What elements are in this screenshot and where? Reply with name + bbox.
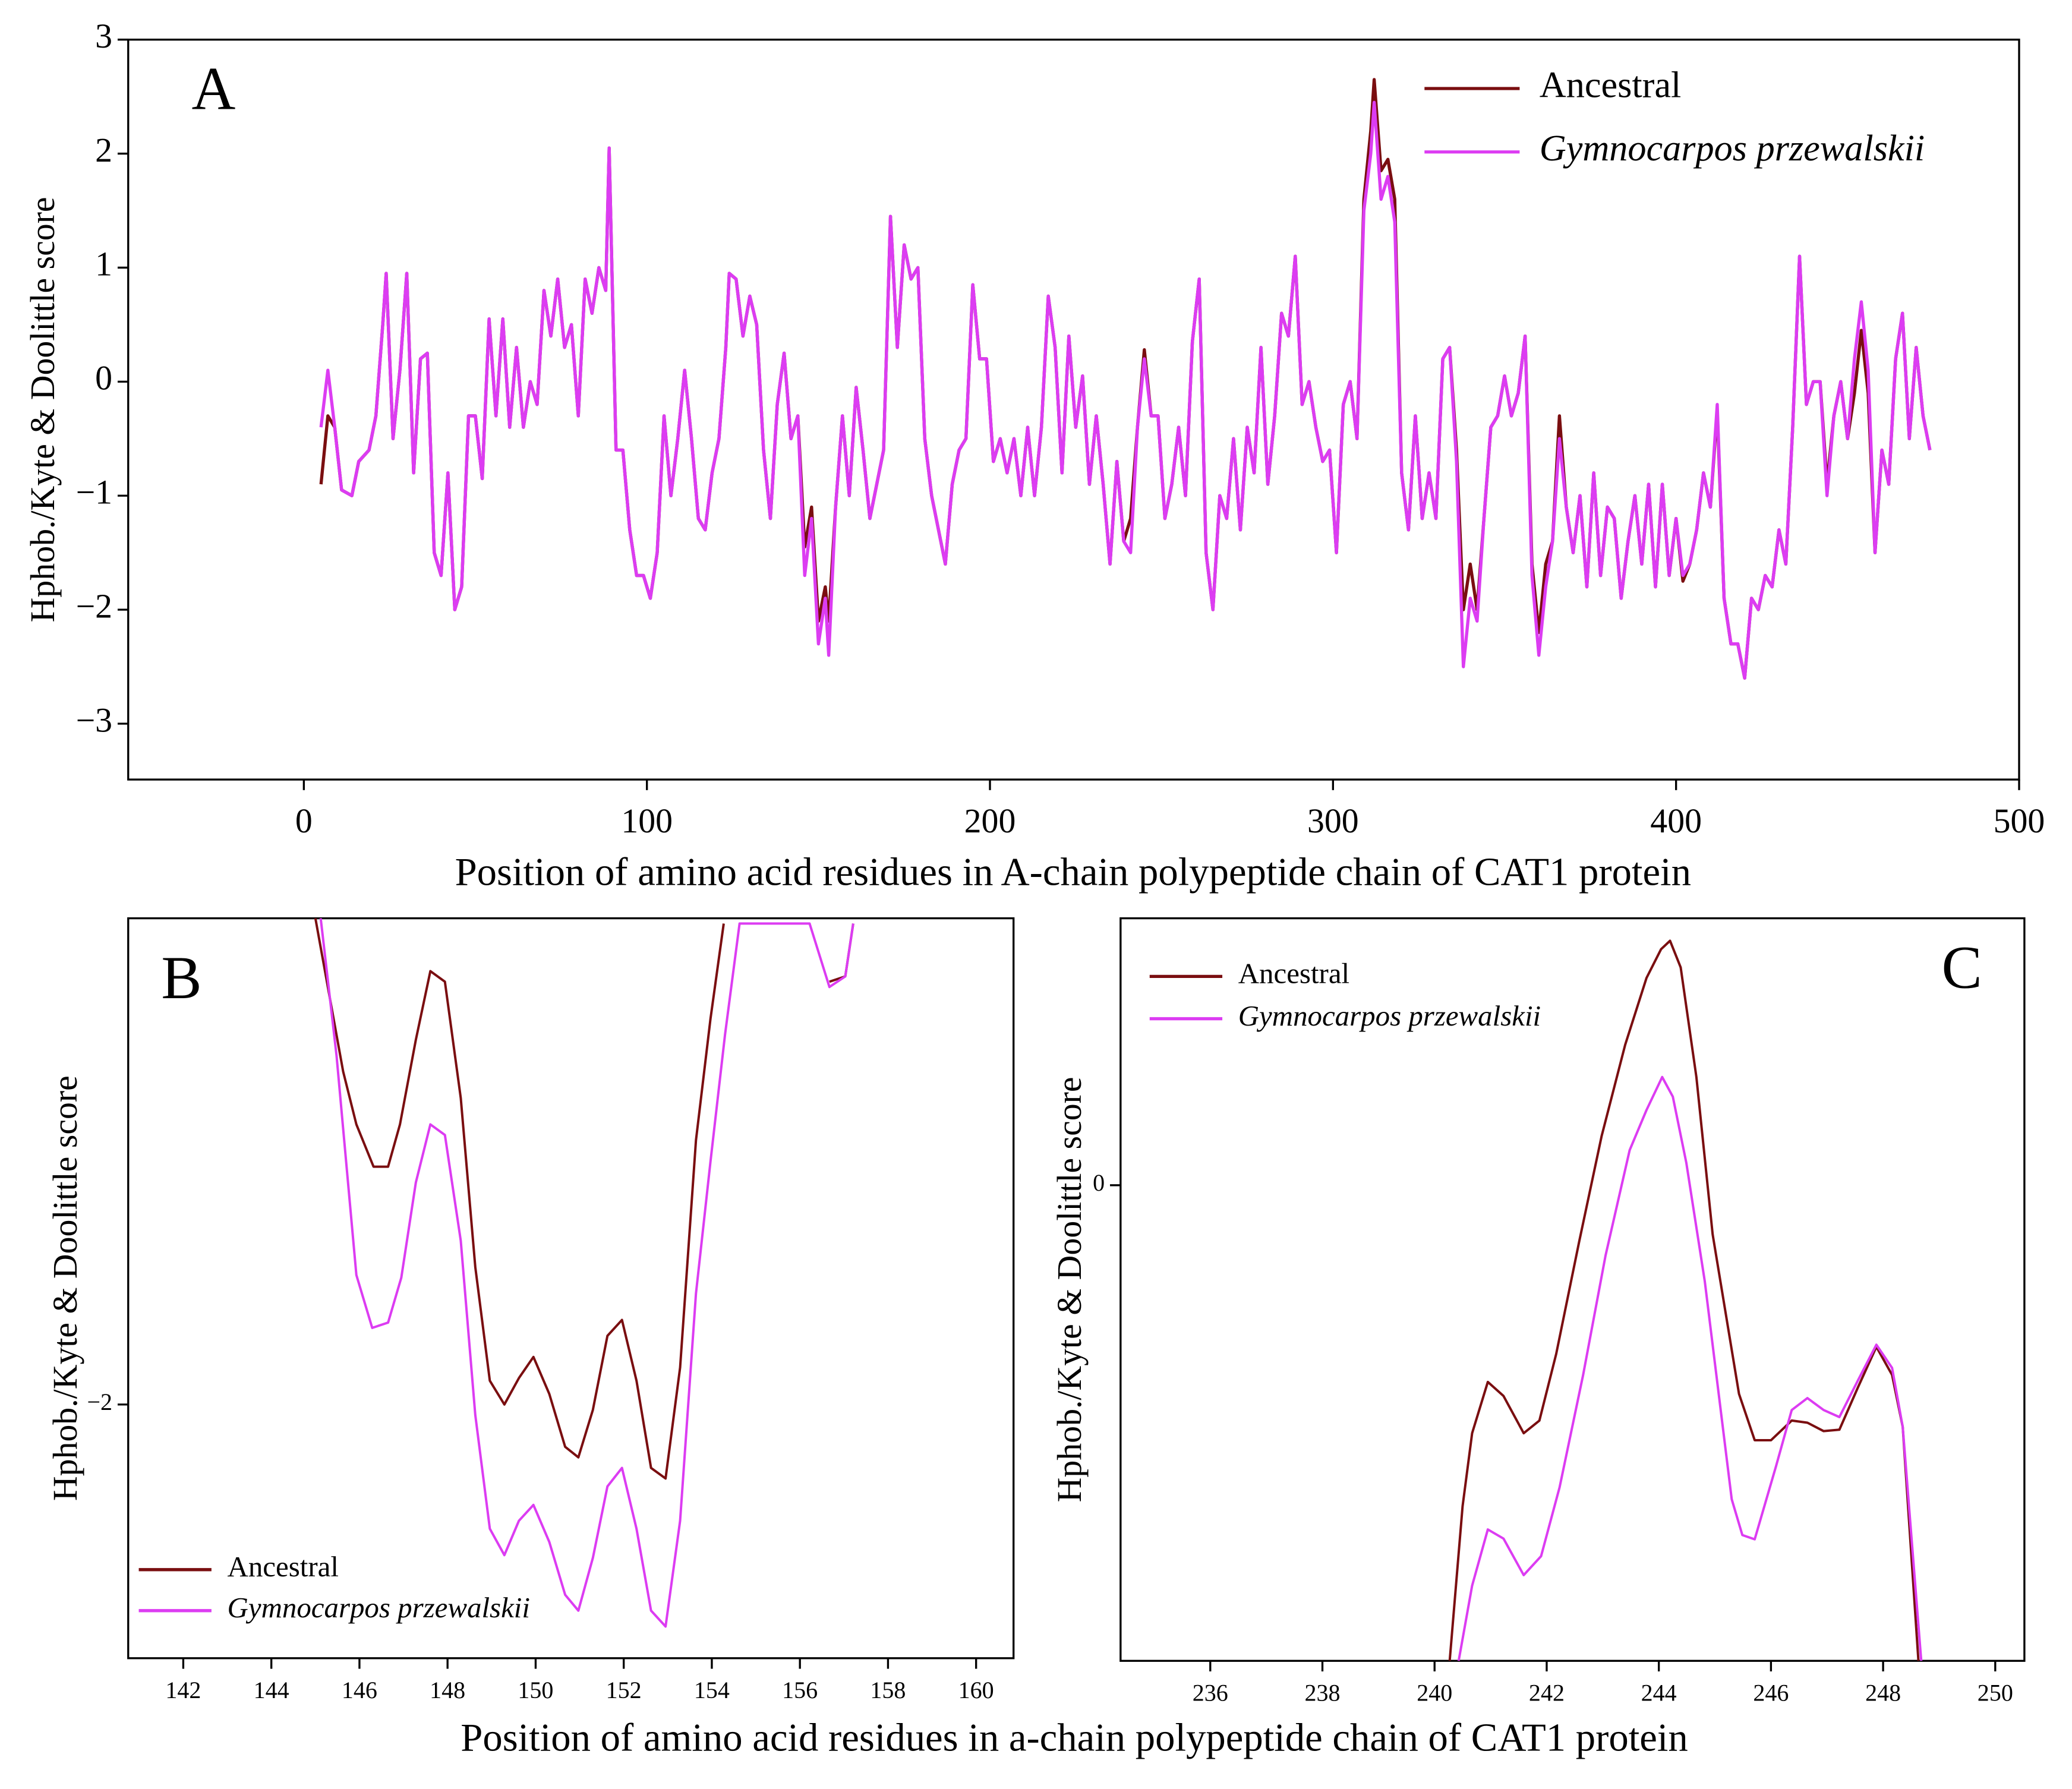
- plot-frame: [127, 39, 2020, 781]
- x-tick-label: 154: [694, 1677, 730, 1703]
- x-tick-label: 160: [958, 1677, 994, 1703]
- x-tick-label: 400: [1650, 802, 1702, 840]
- panel-label: C: [1941, 934, 1982, 1001]
- x-tick-label: 250: [1978, 1679, 2013, 1706]
- x-tick-label: 150: [518, 1677, 553, 1703]
- y-tick-label: −2: [87, 1389, 112, 1415]
- legend-label: Gymnocarpos przewalskii: [1540, 128, 1925, 169]
- x-tick-label: 152: [606, 1677, 642, 1703]
- x-tick-label: 0: [295, 802, 313, 840]
- y-axis-label: Hphob./Kyte & Doolittle score: [46, 1075, 84, 1501]
- y-tick-label: 0: [95, 359, 112, 397]
- x-tick-label: 500: [1994, 802, 2045, 840]
- x-tick-label: 238: [1304, 1679, 1340, 1706]
- y-tick-label: 3: [95, 17, 112, 55]
- panel-label: A: [192, 56, 236, 123]
- x-tick-label: 156: [782, 1677, 818, 1703]
- plot-frame: [127, 917, 1015, 1659]
- x-tick-label: 244: [1641, 1679, 1677, 1706]
- x-axis-label: Position of amino acid residues in a-cha…: [461, 1716, 1688, 1759]
- data-line: [1457, 1075, 1923, 1661]
- x-tick-label: 146: [342, 1677, 377, 1703]
- data-line: [1448, 939, 1920, 1661]
- y-tick-label: 1: [95, 245, 112, 283]
- x-tick-label: 148: [430, 1677, 465, 1703]
- y-axis-label: Hphob./Kyte & Doolittle score: [23, 197, 62, 622]
- data-line: [319, 100, 1932, 680]
- x-tick-label: 200: [964, 802, 1016, 840]
- y-tick-label: 2: [95, 131, 112, 169]
- x-tick-label: 240: [1417, 1679, 1452, 1706]
- plot-frame: [1119, 917, 2026, 1662]
- legend-label: Gymnocarpos przewalskii: [1238, 999, 1541, 1032]
- legend-label: Ancestral: [1540, 65, 1682, 105]
- legend-label: Ancestral: [228, 1550, 339, 1583]
- x-tick-label: 246: [1753, 1679, 1789, 1706]
- y-tick-label: 0: [1093, 1169, 1105, 1196]
- data-line: [319, 918, 854, 1628]
- legend-label: Gymnocarpos przewalskii: [228, 1591, 530, 1624]
- x-tick-label: 300: [1307, 802, 1359, 840]
- y-tick-label: −3: [76, 701, 113, 739]
- y-axis-label: Hphob./Kyte & Doolittle score: [1050, 1077, 1089, 1502]
- x-tick-label: 100: [621, 802, 673, 840]
- panel-label: B: [161, 945, 201, 1012]
- y-tick-label: −2: [76, 586, 113, 625]
- x-tick-label: 158: [870, 1677, 906, 1703]
- x-tick-label: 144: [254, 1677, 289, 1703]
- x-tick-label: 142: [165, 1677, 201, 1703]
- x-tick-label: 236: [1193, 1679, 1228, 1706]
- x-tick-label: 242: [1529, 1679, 1565, 1706]
- x-tick-label: 248: [1865, 1679, 1901, 1706]
- x-axis-label: Position of amino acid residues in A-cha…: [455, 851, 1691, 894]
- legend-label: Ancestral: [1238, 957, 1349, 990]
- y-tick-label: −1: [76, 473, 113, 512]
